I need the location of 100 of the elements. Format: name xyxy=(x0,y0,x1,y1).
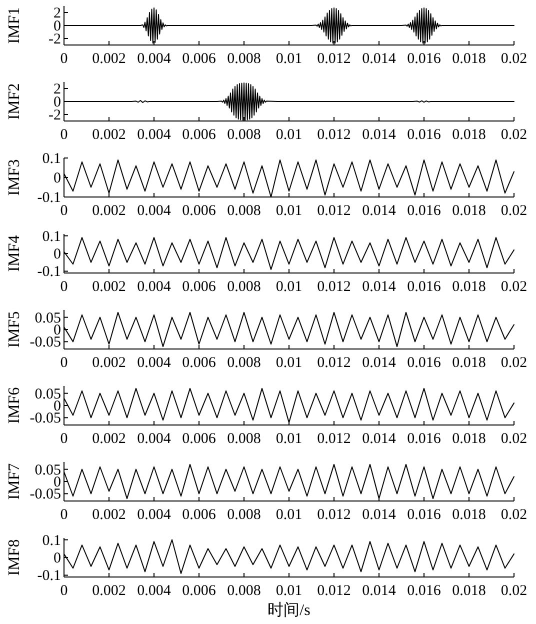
x-tick-label: 0.004 xyxy=(137,127,172,143)
y-axis-title: IMF5 xyxy=(6,311,23,348)
x-tick-label: 0.016 xyxy=(407,51,442,67)
x-tick-label: 0.012 xyxy=(317,431,351,447)
y-tick-label: -2 xyxy=(48,32,61,48)
x-tick-label: 0.016 xyxy=(407,583,442,599)
y-tick-label: 0 xyxy=(54,246,61,262)
x-tick-label: 0.016 xyxy=(407,431,442,447)
y-axis-title: IMF6 xyxy=(6,387,23,424)
y-tick-label: 0 xyxy=(54,94,61,110)
y-tick-label: -2 xyxy=(48,108,61,124)
x-tick-label: 0.012 xyxy=(317,279,351,295)
y-tick-label: -0.05 xyxy=(30,410,61,427)
x-tick-label: 0.004 xyxy=(137,51,172,67)
x-tick-label: 0.012 xyxy=(317,355,351,371)
x-tick-label: 0.008 xyxy=(227,583,261,599)
y-tick-label: 0.1 xyxy=(42,228,61,245)
x-tick-label: 0.014 xyxy=(362,203,396,219)
x-tick-label: 0.02 xyxy=(500,431,528,447)
x-tick-label: 0.01 xyxy=(276,431,302,447)
x-tick-label: 0.006 xyxy=(182,583,216,599)
y-tick-label: -0.1 xyxy=(37,264,61,280)
x-tick-label: 0.002 xyxy=(92,279,126,295)
x-tick-label: 0.018 xyxy=(452,127,486,143)
x-tick-label: 0.018 xyxy=(452,583,486,599)
x-tick-label: 0.006 xyxy=(182,51,216,67)
x-tick-label: 0.002 xyxy=(92,203,126,219)
x-tick-label: 0.02 xyxy=(500,203,528,219)
x-tick-label: 0.01 xyxy=(276,583,302,599)
x-tick-label: 0.008 xyxy=(227,203,261,219)
y-axis-title: IMF7 xyxy=(6,463,23,500)
line-series xyxy=(64,388,514,424)
x-tick-label: 0.014 xyxy=(362,51,396,67)
y-tick-label: 0 xyxy=(54,18,61,34)
x-tick-label: 0.01 xyxy=(276,279,302,295)
x-tick-label: 0.014 xyxy=(362,279,396,295)
y-axis-title: IMF3 xyxy=(6,159,23,196)
y-axis-title: IMF4 xyxy=(6,235,23,272)
y-tick-label: 2 xyxy=(54,6,61,22)
x-tick-label: 0.002 xyxy=(92,127,126,143)
x-tick-label: 0.012 xyxy=(317,51,351,67)
x-tick-label: 0.002 xyxy=(92,431,126,447)
x-tick-label: 0.018 xyxy=(452,203,486,219)
x-tick-label: 0.004 xyxy=(137,355,172,371)
x-tick-label: 0.012 xyxy=(317,507,351,523)
x-tick-label: 0.012 xyxy=(317,127,351,143)
y-tick-label: -0.1 xyxy=(37,190,61,206)
x-tick-label: 0.006 xyxy=(182,127,216,143)
x-tick-label: 0.004 xyxy=(137,583,172,599)
x-tick-label: 0.01 xyxy=(276,51,302,67)
x-tick-label: 0.012 xyxy=(317,203,351,219)
x-tick-label: 0.008 xyxy=(227,51,261,67)
x-tick-label: 0.008 xyxy=(227,279,261,295)
x-tick-label: 0.008 xyxy=(227,431,261,447)
x-tick-label: 0.016 xyxy=(407,355,442,371)
x-tick-label: 0.02 xyxy=(500,127,528,143)
line-series xyxy=(64,539,514,574)
x-tick-label: 0.016 xyxy=(407,507,442,523)
x-tick-label: 0.018 xyxy=(452,279,486,295)
x-tick-label: 0.006 xyxy=(182,203,216,219)
x-tick-label: 0.006 xyxy=(182,431,216,447)
x-tick-label: 0.014 xyxy=(362,431,396,447)
x-tick-label: 0.004 xyxy=(137,507,172,523)
y-tick-label: -0.05 xyxy=(30,334,61,351)
y-tick-label: 0.1 xyxy=(42,151,61,167)
x-axis-title: 时间/s xyxy=(268,601,310,619)
y-tick-label: 0.1 xyxy=(42,532,61,549)
x-tick-label: 0.006 xyxy=(182,507,216,523)
x-tick-label: 0.018 xyxy=(452,51,486,67)
x-tick-label: 0.014 xyxy=(362,127,396,143)
y-tick-label: 2 xyxy=(54,82,61,98)
x-tick-label: 0.002 xyxy=(92,583,126,599)
y-axis-title: IMF2 xyxy=(6,83,23,120)
line-series xyxy=(64,159,514,198)
x-tick-label: 0.008 xyxy=(227,127,261,143)
x-tick-label: 0.002 xyxy=(92,507,126,523)
x-tick-label: 0.004 xyxy=(137,431,172,447)
x-tick-label: 0.018 xyxy=(452,507,486,523)
y-tick-label: 0 xyxy=(54,170,61,186)
x-tick-label: 0.006 xyxy=(182,279,216,295)
x-tick-label: 0.01 xyxy=(276,507,302,523)
x-tick-label: 0.018 xyxy=(452,431,486,447)
x-tick-label: 0.012 xyxy=(317,583,351,599)
x-tick-label: 0.014 xyxy=(362,355,396,371)
x-tick-label: 0.008 xyxy=(227,507,261,523)
x-tick-label: 0.004 xyxy=(137,203,172,219)
x-tick-label: 0.016 xyxy=(407,127,442,143)
x-tick-label: 0.02 xyxy=(500,279,528,295)
x-tick-label: 0.002 xyxy=(92,51,126,67)
x-tick-label: 0.01 xyxy=(276,355,302,371)
x-tick-label: 0.014 xyxy=(362,583,396,599)
y-tick-label: -0.05 xyxy=(30,486,61,503)
x-tick-label: 0.016 xyxy=(407,279,442,295)
x-tick-label: 0.02 xyxy=(500,355,528,371)
x-tick-label: 0.02 xyxy=(500,583,528,599)
x-tick-label: 0.02 xyxy=(500,51,528,67)
x-tick-label: 0.006 xyxy=(182,355,216,371)
y-axis-title: IMF1 xyxy=(6,7,23,44)
x-tick-label: 0.018 xyxy=(452,355,486,371)
x-tick-label: 0.004 xyxy=(137,279,172,295)
